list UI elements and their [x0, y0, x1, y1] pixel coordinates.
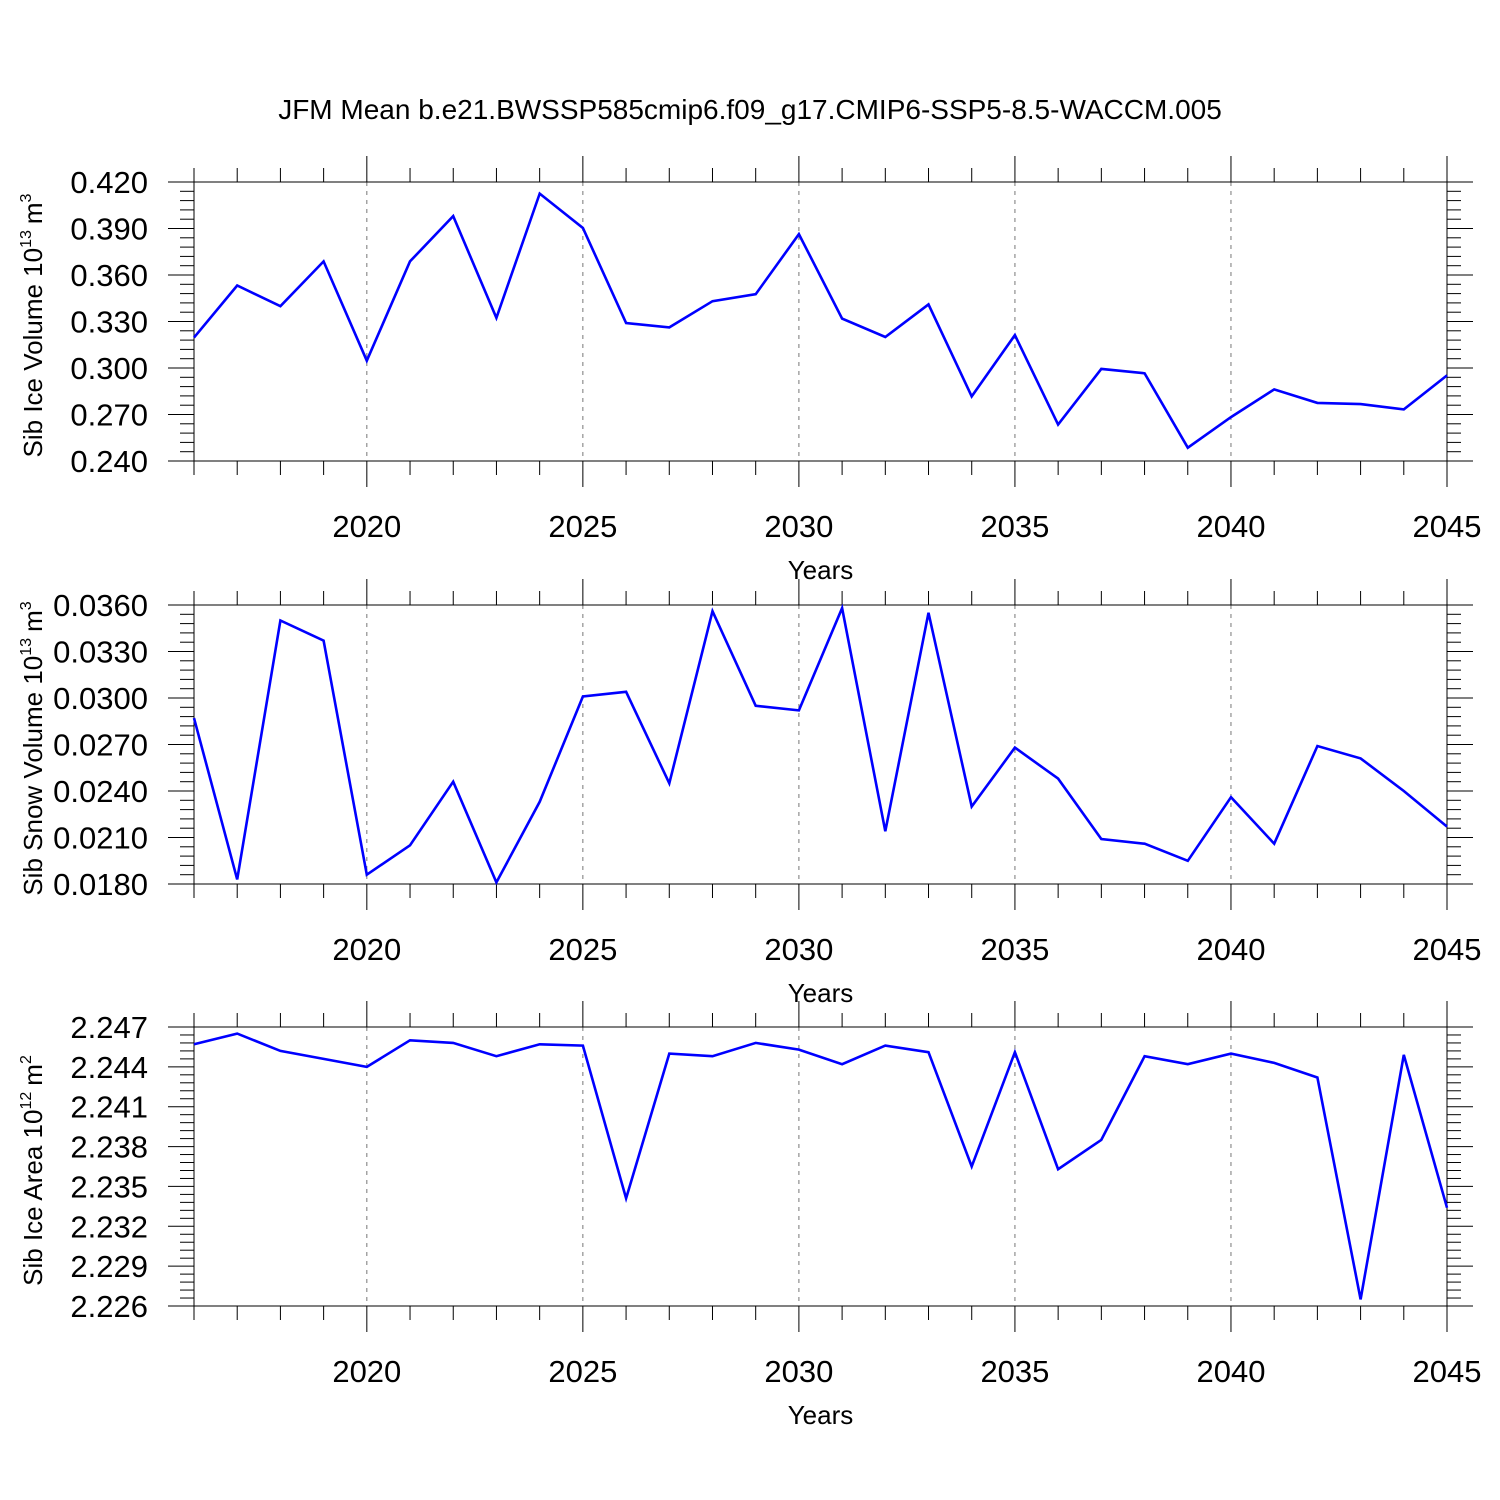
chart-title: JFM Mean b.e21.BWSSP585cmip6.f09_g17.CMI…: [278, 94, 1222, 125]
y-axis-label: Sib Ice Volume 1013m3: [18, 193, 48, 457]
panel-1: 0.240 0.270 0.300 0.330 0.360 0.390 0.420 2020 2…: [18, 156, 1481, 585]
x-axis-label: Years: [788, 1400, 854, 1430]
x-tick-label: 2025: [548, 932, 617, 967]
panel-3: 2.226 2.229 2.232 2.235 2.238 2.241 2.244 2.247…: [18, 1001, 1481, 1430]
series-line: [193, 1032, 1449, 1300]
y-tick-label: 0.0270: [53, 728, 148, 763]
y-axis-label: Sib Ice Area 1012m2: [18, 1055, 48, 1286]
y-tick-label: 0.420: [70, 165, 148, 200]
x-tick-label: 2035: [980, 509, 1049, 544]
y-axis-label: Sib Snow Volume 1013m3: [18, 601, 48, 895]
plot-frame: [193, 181, 1448, 462]
x-tick-label: 2045: [1413, 1354, 1482, 1389]
x-axis-label: Years: [788, 978, 854, 1008]
y-tick-label: 0.0300: [53, 681, 148, 716]
y-tick-label: 0.0330: [53, 635, 148, 670]
y-tick-label: 0.0240: [53, 774, 148, 809]
plot-frame: [193, 604, 1448, 885]
panel-2: 0.0180 0.0210 0.0240 0.0270 0.0300 0.0330 0.03…: [18, 579, 1481, 1008]
x-tick-label: 2030: [764, 1354, 833, 1389]
y-tick-label: 0.0210: [53, 821, 148, 856]
y-tick-label: 2.232: [70, 1209, 148, 1244]
y-tick-label: 0.300: [70, 351, 148, 386]
x-tick-label: 2045: [1413, 932, 1482, 967]
x-axis-label: Years: [788, 555, 854, 585]
x-tick-label: 2030: [764, 932, 833, 967]
x-tick-label: 2040: [1196, 509, 1265, 544]
y-tick-label: 0.330: [70, 305, 148, 340]
y-tick-label: 0.0360: [53, 588, 148, 623]
x-tick-label: 2020: [332, 1354, 401, 1389]
x-tick-label: 2040: [1196, 932, 1265, 967]
x-tick-label: 2020: [332, 509, 401, 544]
plot-frame: [193, 1026, 1448, 1307]
y-tick-label: 2.244: [70, 1050, 148, 1085]
x-tick-label: 2025: [548, 1354, 617, 1389]
y-tick-label: 0.270: [70, 398, 148, 433]
y-tick-label: 2.226: [70, 1289, 148, 1324]
series-line: [192, 603, 1448, 886]
y-tick-label: 0.360: [70, 258, 148, 293]
x-tick-label: 2025: [548, 509, 617, 544]
series-line: [192, 191, 1448, 450]
y-tick-label: 2.241: [70, 1090, 148, 1125]
y-tick-label: 2.247: [70, 1010, 148, 1045]
y-tick-label: 2.238: [70, 1130, 148, 1165]
x-tick-label: 2045: [1413, 509, 1482, 544]
x-tick-label: 2040: [1196, 1354, 1265, 1389]
y-tick-label: 0.390: [70, 212, 148, 247]
x-tick-label: 2030: [764, 509, 833, 544]
x-tick-label: 2035: [980, 932, 1049, 967]
y-tick-label: 2.229: [70, 1249, 148, 1284]
y-tick-label: 0.240: [70, 444, 148, 479]
x-tick-label: 2035: [980, 1354, 1049, 1389]
x-tick-label: 2020: [332, 932, 401, 967]
y-tick-label: 0.0180: [53, 867, 148, 902]
y-tick-label: 2.235: [70, 1169, 148, 1204]
